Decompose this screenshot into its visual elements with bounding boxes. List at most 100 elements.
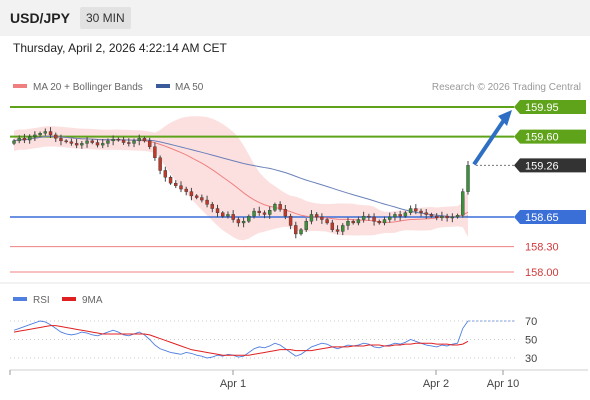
candle-body — [142, 138, 147, 142]
candle-body — [64, 140, 68, 143]
candle-body — [273, 204, 277, 211]
candle-body — [111, 138, 115, 142]
candle-body — [288, 215, 293, 226]
candle — [205, 195, 209, 208]
rsi-line — [13, 320, 469, 359]
candle — [90, 139, 94, 145]
candle — [231, 210, 235, 223]
candle-body — [22, 138, 27, 141]
ma50-legend-label: MA 50 — [175, 82, 204, 93]
candle — [59, 134, 63, 146]
candle-body — [278, 204, 282, 210]
candle — [314, 212, 319, 221]
candle — [304, 218, 308, 233]
candle — [54, 132, 58, 143]
candle — [341, 223, 345, 236]
candle-body — [231, 214, 235, 220]
rsi-tick-label-30: 30 — [525, 353, 537, 365]
candle — [382, 216, 387, 226]
forecast-arrow-layer — [472, 110, 512, 166]
candle — [48, 127, 53, 138]
candle — [215, 204, 220, 218]
candle — [43, 128, 48, 136]
candle — [424, 209, 428, 219]
candle — [278, 201, 282, 212]
candle — [12, 139, 16, 146]
candle — [445, 213, 449, 222]
candle — [168, 175, 173, 185]
candle — [127, 138, 131, 147]
candle-body — [236, 219, 241, 224]
candle-body — [361, 215, 366, 220]
level-label-158-65: 158.65 — [514, 210, 586, 224]
level-label-tag — [514, 210, 586, 224]
candle-body — [132, 140, 136, 144]
candle — [111, 135, 115, 146]
candle — [283, 204, 288, 220]
candle — [80, 141, 84, 149]
candle — [158, 155, 162, 175]
candle-body — [17, 138, 21, 142]
candle-body — [268, 210, 272, 215]
candle — [184, 186, 188, 196]
copyright-label: Research © 2026 Trading Central — [432, 82, 581, 93]
candle-body — [33, 134, 37, 137]
candle-body — [241, 221, 246, 224]
candle — [346, 217, 350, 230]
level-label-159-26: 159.26 — [514, 158, 586, 173]
candle — [330, 219, 335, 233]
candle-body — [38, 133, 42, 136]
level-labels-layer: 159.95 159.60 159.26 158.65 158.30 158.00 — [514, 100, 586, 279]
candle-body — [445, 215, 449, 219]
candle-body — [80, 143, 84, 146]
level-label-159-60: 159.60 — [514, 129, 586, 144]
candle-body — [372, 216, 376, 222]
candle-body — [252, 210, 256, 217]
candle — [163, 166, 168, 182]
candle-body — [408, 208, 413, 213]
candle-body — [377, 221, 381, 224]
candle — [288, 213, 293, 230]
candle — [440, 211, 444, 221]
candle-body — [393, 214, 397, 218]
candle-body — [424, 212, 428, 215]
candle-body — [226, 214, 230, 217]
candle — [450, 213, 455, 223]
rsi-tick-label-70: 70 — [525, 316, 537, 328]
candle — [273, 202, 277, 212]
candle-body — [419, 210, 423, 213]
candle — [194, 194, 199, 200]
timeframe-badge[interactable]: 30 MIN — [80, 7, 131, 29]
level-label-text: 158.30 — [525, 242, 559, 254]
candle — [372, 213, 376, 226]
candle — [309, 210, 314, 225]
candle-body — [48, 131, 53, 136]
candle-body — [450, 216, 455, 219]
candle-body — [101, 143, 105, 146]
candle-body — [54, 134, 58, 139]
candle-body — [434, 215, 439, 219]
candle — [434, 213, 439, 221]
candle — [106, 138, 110, 148]
x-tick-label-apr-10: Apr 10 — [487, 378, 519, 390]
candle — [153, 142, 157, 161]
candle-body — [184, 188, 188, 192]
candle — [236, 217, 241, 227]
candle-body — [163, 170, 168, 178]
level-label-text: 159.95 — [525, 102, 559, 114]
candle — [262, 210, 267, 219]
forecast-arrow-shaft — [472, 115, 508, 166]
candle — [403, 211, 408, 218]
level-label-158-30: 158.30 — [525, 242, 559, 254]
candle-body — [429, 214, 434, 217]
level-label-tag — [514, 158, 586, 173]
candle-body — [210, 204, 214, 209]
rsi-ma-legend-label: 9MA — [82, 295, 103, 306]
candle — [268, 206, 272, 219]
candle-body — [455, 215, 460, 218]
x-tick-label-apr-1: Apr 1 — [220, 378, 246, 390]
rsi-tick-label-50: 50 — [525, 335, 537, 347]
candle — [38, 131, 42, 137]
candle-body — [388, 216, 392, 220]
